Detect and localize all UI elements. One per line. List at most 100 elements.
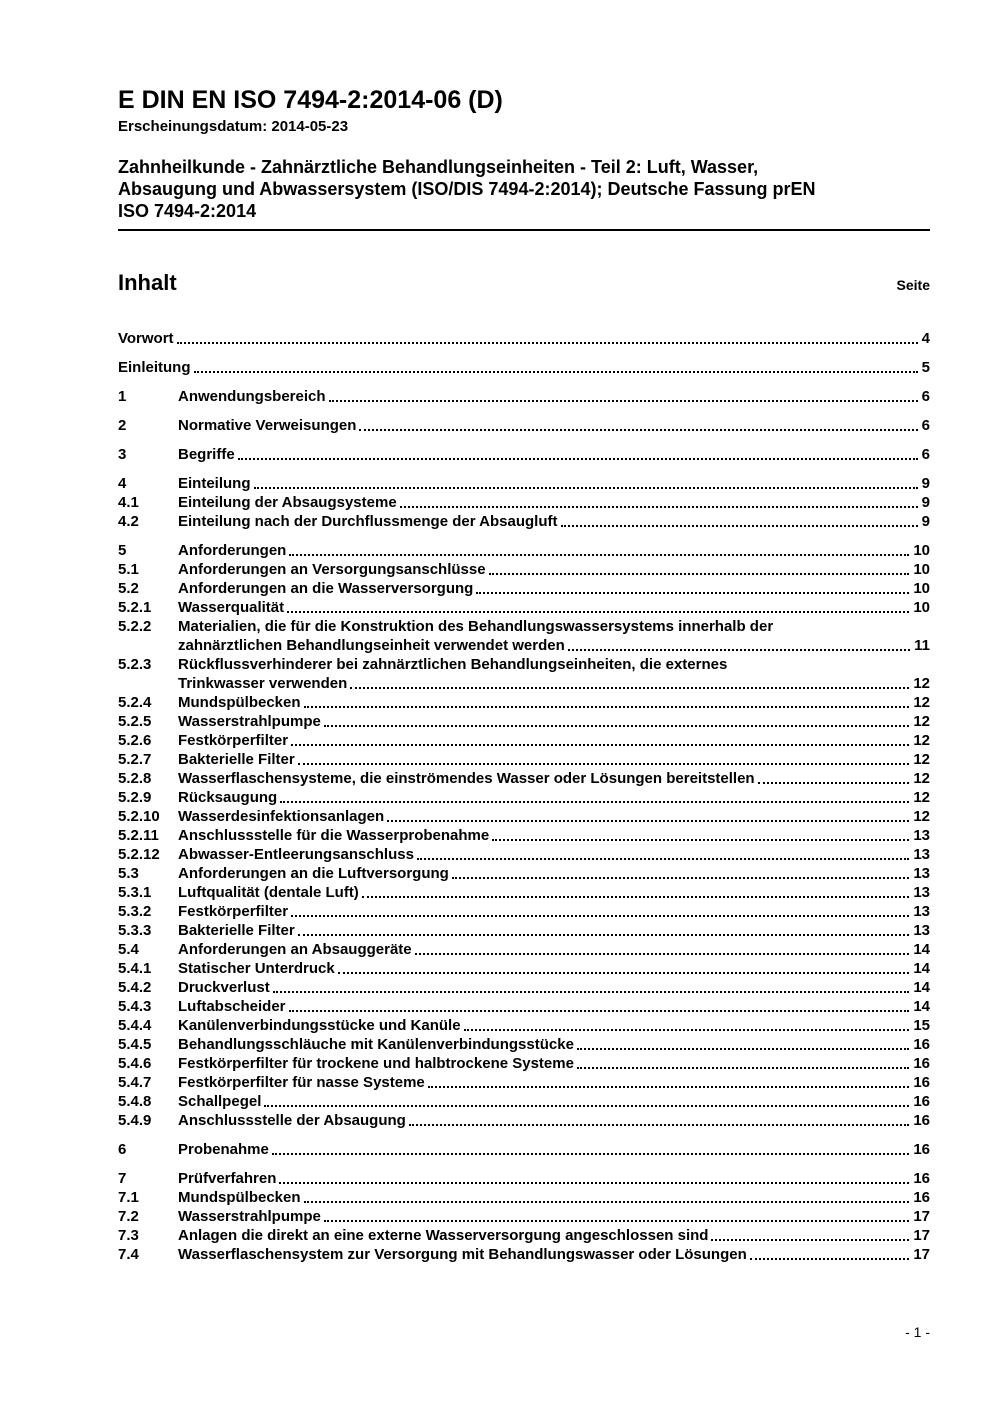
- toc-group: 3 Begriffe 6: [118, 445, 930, 464]
- toc-entry-number: 2: [118, 417, 127, 434]
- toc-entry: 7.1 Mundspülbecken 16: [118, 1188, 930, 1207]
- toc-entry-page: 16: [913, 1055, 930, 1072]
- toc-entry-number: 5.2.12: [118, 846, 160, 863]
- toc-entry-body: Einteilung 9: [178, 474, 930, 493]
- toc-entry-body: Wasserdesinfektionsanlagen 12: [178, 807, 930, 826]
- toc-entry-title: Einteilung: [178, 475, 251, 492]
- toc-entry-body: Festkörperfilter für trockene und halbtr…: [178, 1054, 930, 1073]
- toc-entry-lastline: Einleitung 5: [118, 358, 930, 377]
- toc-entry-title: Wasserflaschensysteme, die einströmendes…: [178, 770, 755, 787]
- toc-entry-lastline: Prüfverfahren 16: [178, 1169, 930, 1188]
- toc-entry-page: 10: [913, 561, 930, 578]
- toc-entry-lastline: Mundspülbecken 12: [178, 693, 930, 712]
- document-title: Zahnheilkunde - Zahnärztliche Behandlung…: [118, 156, 930, 222]
- toc-entry-lastline: Anwendungsbereich 6: [178, 387, 930, 406]
- toc-entry-number: 5: [118, 542, 127, 559]
- toc-entry-lastline: Statischer Unterdruck 14: [178, 959, 930, 978]
- toc-entry: 5.4.9 Anschlussstelle der Absaugung 16: [118, 1111, 930, 1130]
- dot-leader: [280, 788, 910, 803]
- toc-entry-lastline: Abwasser-Entleerungsanschluss 13: [178, 845, 930, 864]
- toc-entry-title: Behandlungsschläuche mit Kanülenverbindu…: [178, 1036, 574, 1053]
- toc-entry-body: Festkörperfilter 13: [178, 902, 930, 921]
- toc-entry-page: 10: [913, 580, 930, 597]
- toc-entry-title: Wasserdesinfektionsanlagen: [178, 808, 385, 825]
- toc-entry-body: Prüfverfahren 16: [178, 1169, 930, 1188]
- toc-entry-body: Anforderungen an die Luftversorgung 13: [178, 864, 930, 883]
- dot-leader: [279, 1169, 910, 1184]
- toc-entry-lastline: Einteilung 9: [178, 474, 930, 493]
- toc-entry-lastline: Anforderungen 10: [178, 541, 930, 560]
- toc-entry: 2 Normative Verweisungen 6: [118, 416, 930, 435]
- toc-entry-lastline: Wasserqualität 10: [178, 598, 930, 617]
- toc-entry-number: 5.2.2: [118, 618, 152, 635]
- toc-entry-page: 12: [913, 732, 930, 749]
- toc-entry-body: Wasserstrahlpumpe 17: [178, 1207, 930, 1226]
- toc-entry-title: zahnärztlichen Behandlungseinheit verwen…: [178, 637, 565, 654]
- toc-entry-lastline: Schallpegel 16: [178, 1092, 930, 1111]
- toc-entry-body: Anforderungen an die Wasserversorgung 10: [178, 579, 930, 598]
- toc-entry-body: Mundspülbecken 12: [178, 693, 930, 712]
- toc-entry-page: 16: [913, 1074, 930, 1091]
- toc-entry: 5.2.2 Materialien, die für die Konstrukti…: [118, 617, 930, 655]
- toc-entry-lastline: Wasserstrahlpumpe 12: [178, 712, 930, 731]
- toc-entry-title: Wasserstrahlpumpe: [178, 713, 321, 730]
- toc-entry-number: 5.3: [118, 865, 139, 882]
- toc-entry: 3 Begriffe 6: [118, 445, 930, 464]
- header-divider: [118, 229, 930, 231]
- toc-group: 6 Probenahme 16: [118, 1140, 930, 1159]
- toc-entry-lastline: Wasserstrahlpumpe 17: [178, 1207, 930, 1226]
- toc-entry-number: 5.2.4: [118, 694, 152, 711]
- toc-entry-title: Wasserstrahlpumpe: [178, 1208, 321, 1225]
- toc-entry: 5.1 Anforderungen an Versorgungsanschlüss…: [118, 560, 930, 579]
- toc-entry-title: Bakterielle Filter: [178, 922, 295, 939]
- toc-entry-page: 12: [913, 694, 930, 711]
- toc-entry-page: 13: [913, 903, 930, 920]
- toc-entry-body: Luftabscheider 14: [178, 997, 930, 1016]
- dot-leader: [414, 940, 910, 955]
- dot-leader: [328, 387, 918, 402]
- table-of-contents: Vorwort 4 Einleitung 5 1 Anwendungsbereich 6 2 N…: [118, 329, 930, 1264]
- toc-entry-title: Vorwort: [118, 330, 174, 347]
- toc-entry-title: Anforderungen an die Wasserversorgung: [178, 580, 474, 597]
- toc-entry-lastline: Trinkwasser verwenden 12: [178, 674, 930, 693]
- dot-leader: [303, 1188, 910, 1203]
- toc-entry-page: 15: [913, 1017, 930, 1034]
- toc-entry-body: Anschlussstelle für die Wasserprobenahme…: [178, 826, 930, 845]
- toc-entry-lastline: zahnärztlichen Behandlungseinheit verwen…: [178, 636, 930, 655]
- toc-entry-lastline: Luftabscheider 14: [178, 997, 930, 1016]
- toc-entry-title: Anforderungen: [178, 542, 287, 559]
- toc-entry: 5.4.1 Statischer Unterdruck 14: [118, 959, 930, 978]
- dot-leader: [359, 416, 918, 431]
- toc-entry-body: Normative Verweisungen 6: [178, 416, 930, 435]
- toc-header: Inhalt Seite: [118, 271, 930, 295]
- toc-entry-body: Vorwort 4: [118, 329, 930, 348]
- toc-entry-title: Einteilung nach der Durchflussmenge der …: [178, 513, 558, 530]
- toc-entry-number: 5.4.8: [118, 1093, 152, 1110]
- toc-entry-body: Einteilung der Absaugsysteme 9: [178, 493, 930, 512]
- toc-entry-title: Rücksaugung: [178, 789, 278, 806]
- toc-entry-body: Anforderungen 10: [178, 541, 930, 560]
- dot-leader: [463, 1016, 910, 1031]
- dot-leader: [711, 1226, 910, 1241]
- document-page: E DIN EN ISO 7494-2:2014-06 (D) Erschein…: [118, 0, 930, 1264]
- toc-entry-number: 3: [118, 446, 127, 463]
- toc-entry: Vorwort 4: [118, 329, 930, 348]
- toc-entry-lastline: Anforderungen an die Luftversorgung 13: [178, 864, 930, 883]
- dot-leader: [350, 674, 910, 689]
- toc-entry: 4.1 Einteilung der Absaugsysteme 9: [118, 493, 930, 512]
- toc-entry-number: 5.2.10: [118, 808, 160, 825]
- dot-leader: [387, 807, 910, 822]
- toc-entry-title: Anforderungen an Versorgungsanschlüsse: [178, 561, 486, 578]
- dot-leader: [288, 997, 910, 1012]
- toc-entry-page: 5: [921, 359, 930, 376]
- toc-entry-number: 1: [118, 388, 127, 405]
- toc-entry-body: Einleitung 5: [118, 358, 930, 377]
- toc-entry-number: 5.4.1: [118, 960, 152, 977]
- toc-entry-number: 5.3.1: [118, 884, 152, 901]
- toc-entry-title: Wasserqualität: [178, 599, 285, 616]
- toc-entry-body: Anforderungen an Absauggeräte 14: [178, 940, 930, 959]
- dot-leader: [416, 845, 910, 860]
- toc-entry-number: 6: [118, 1141, 127, 1158]
- toc-entry-lastline: Mundspülbecken 16: [178, 1188, 930, 1207]
- toc-entry-body: Wasserstrahlpumpe 12: [178, 712, 930, 731]
